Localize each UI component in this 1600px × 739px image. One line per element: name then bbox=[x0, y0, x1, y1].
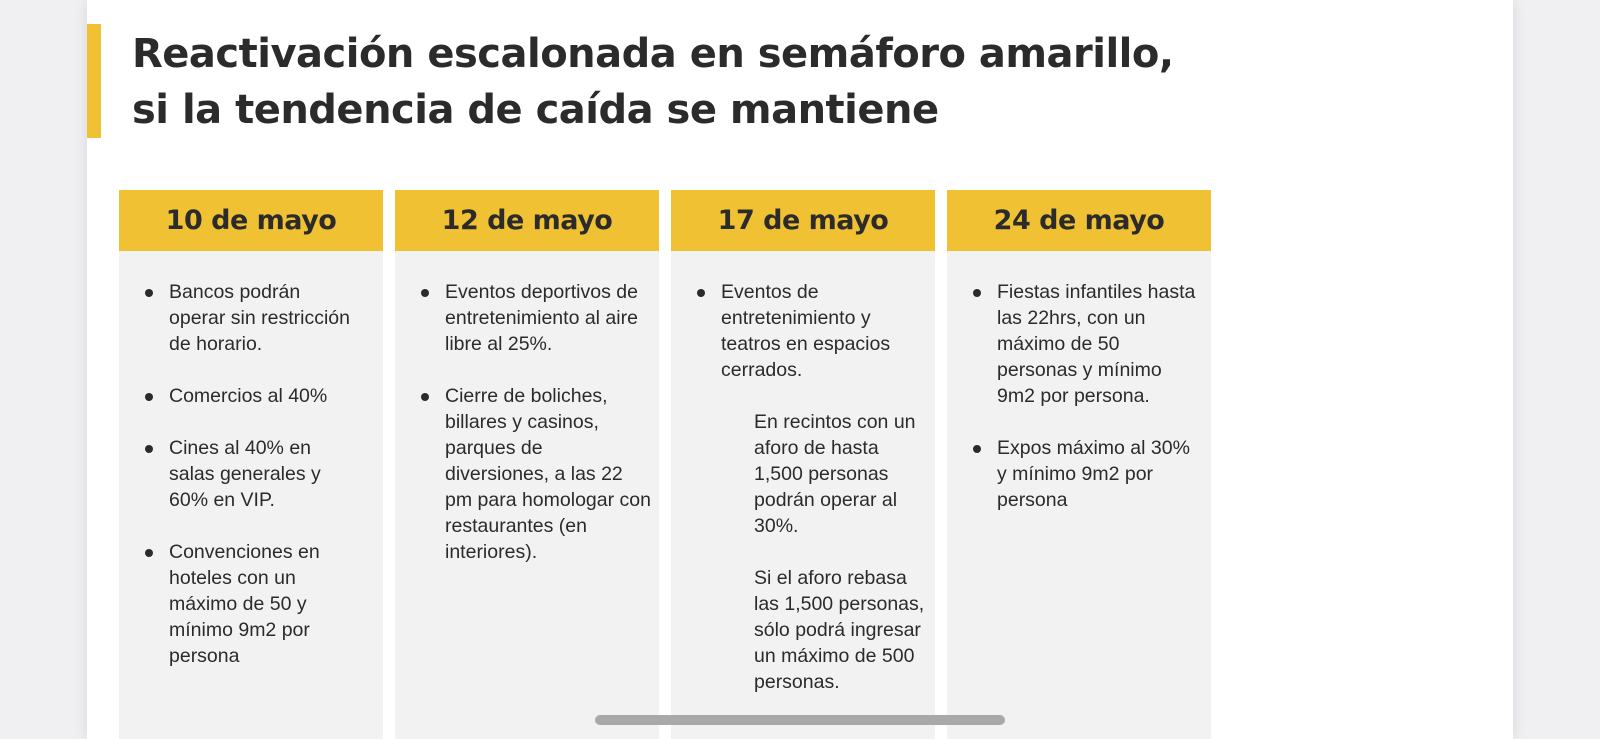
column-body: Bancos podrán operar sin restricción de … bbox=[119, 251, 383, 669]
list-item: Comercios al 40% bbox=[169, 383, 375, 409]
column-may-24: 24 de mayo Fiestas infantiles hasta las … bbox=[947, 190, 1211, 739]
column-body: Fiestas infantiles hasta las 22hrs, con … bbox=[947, 251, 1211, 513]
list-item: Cines al 40% en salas generales y 60% en… bbox=[169, 435, 354, 513]
column-may-10: 10 de mayo Bancos podrán operar sin rest… bbox=[119, 190, 383, 739]
list-item: Convenciones en hoteles con un máximo de… bbox=[169, 539, 354, 669]
column-date: 24 de mayo bbox=[947, 190, 1211, 251]
list-item: Eventos de entretenimiento y teatros en … bbox=[721, 279, 921, 383]
list-item: Expos máximo al 30% y mínimo 9m2 por per… bbox=[997, 435, 1197, 513]
list-item: Bancos podrán operar sin restricción de … bbox=[169, 279, 359, 357]
column-date: 17 de mayo bbox=[671, 190, 935, 251]
list-item: Eventos deportivos de entretenimiento al… bbox=[445, 279, 645, 357]
list-item: Cierre de boliches, billares y casinos, … bbox=[445, 383, 651, 565]
column-body: Eventos de entretenimiento y teatros en … bbox=[671, 251, 935, 695]
title-line-1: Reactivación escalonada en semáforo amar… bbox=[132, 26, 1332, 82]
title-line-2: si la tendencia de caída se mantiene bbox=[132, 82, 1332, 138]
column-body: Eventos deportivos de entretenimiento al… bbox=[395, 251, 659, 565]
column-may-17: 17 de mayo Eventos de entretenimiento y … bbox=[671, 190, 935, 739]
column-date: 12 de mayo bbox=[395, 190, 659, 251]
column-date: 10 de mayo bbox=[119, 190, 383, 251]
title-accent-bar bbox=[87, 24, 101, 138]
sub-item: Si el aforo rebasa las 1,500 personas, s… bbox=[754, 565, 929, 695]
slide: Reactivación escalonada en semáforo amar… bbox=[87, 0, 1513, 739]
horizontal-scrollbar[interactable] bbox=[595, 715, 1005, 725]
slide-title: Reactivación escalonada en semáforo amar… bbox=[132, 26, 1332, 138]
list-item: Fiestas infantiles hasta las 22hrs, con … bbox=[997, 279, 1197, 409]
column-may-12: 12 de mayo Eventos deportivos de entrete… bbox=[395, 190, 659, 739]
sub-item: En recintos con un aforo de hasta 1,500 … bbox=[754, 409, 929, 539]
